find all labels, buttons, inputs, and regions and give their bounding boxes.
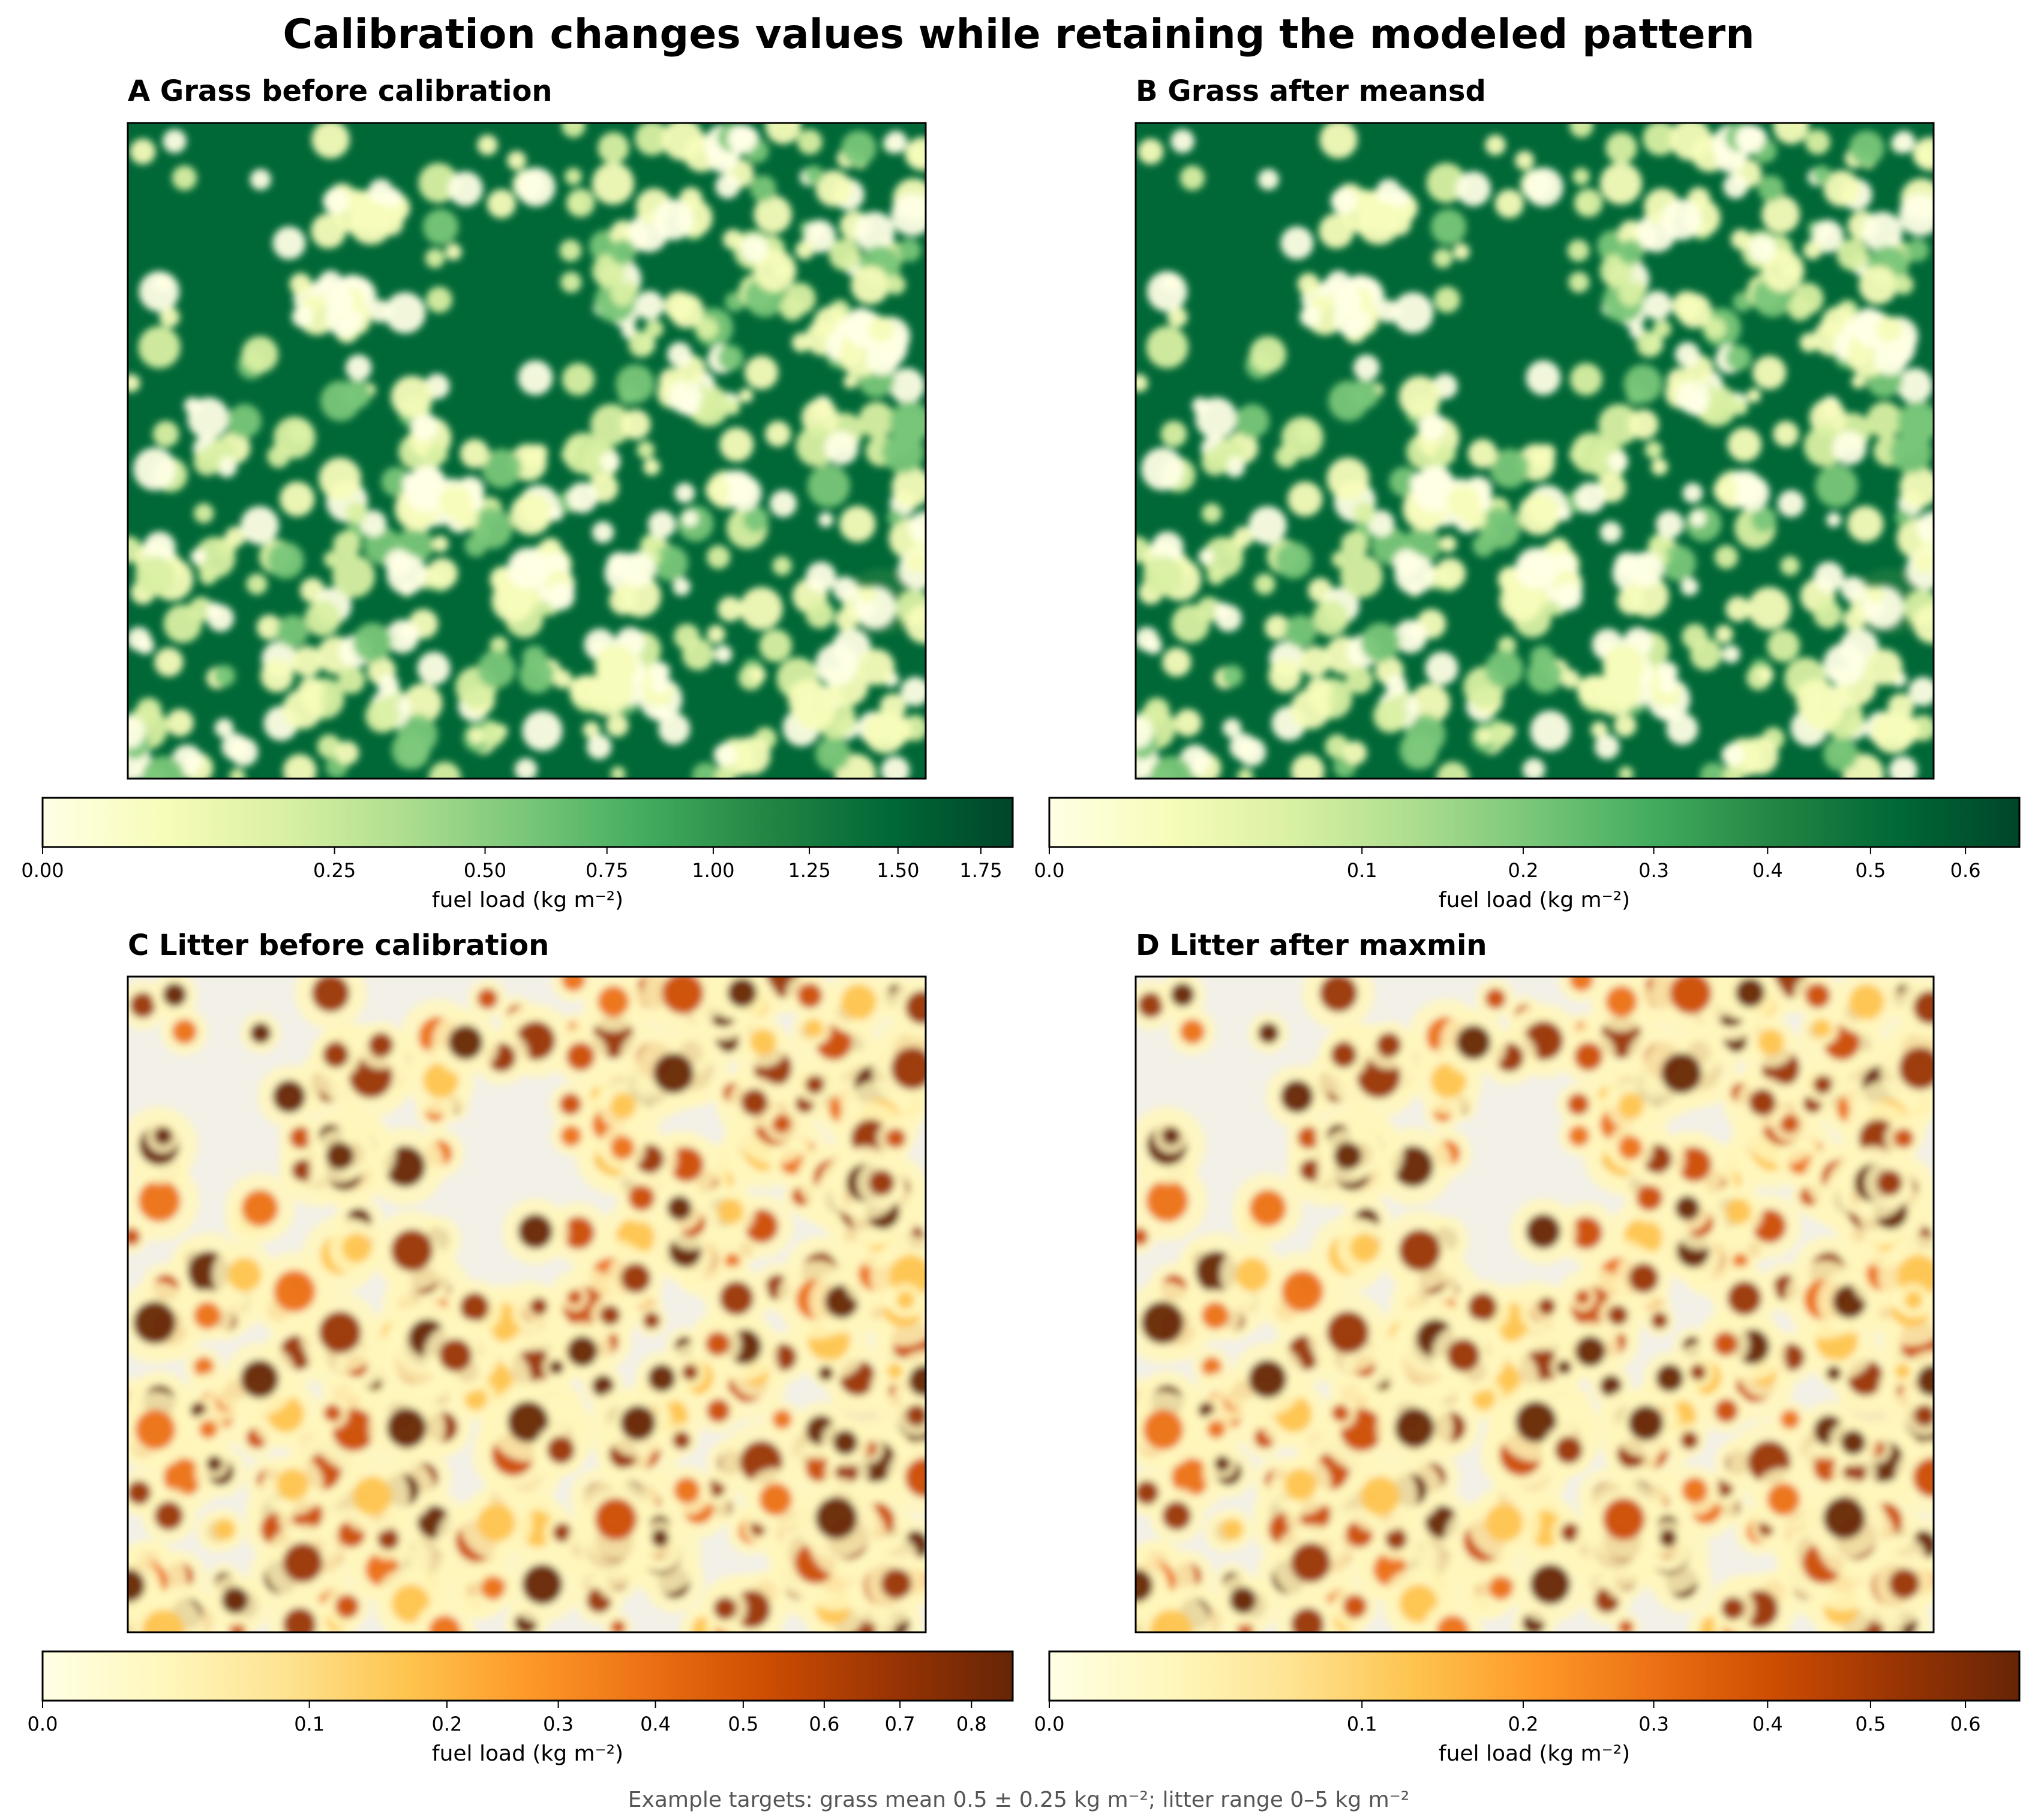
colorbar-tick-label: 0.2 [1508,1713,1539,1735]
colorbar-gradient [41,797,1014,848]
panel-title: C Litter before calibration [128,929,549,962]
heatmap-frame [127,122,927,780]
colorbar: 0.0 0.1 0.2 0.3 0.4 0.5 0.6 0.7 0.8 fuel load (kg… [28,1650,1014,1766]
heatmap-frame [1134,975,1935,1633]
colorbar-tick-label: 0.0 [1034,1713,1065,1735]
colorbar-gradient [41,1650,1014,1702]
colorbar-tick-label: 0.4 [640,1713,671,1735]
colorbar-tick-label: 0.0 [1034,859,1065,882]
colorbar-tick-label: 0.6 [809,1713,839,1735]
colorbar-tick-label: 0.6 [1950,1713,1981,1735]
colorbar-tick-label: 0.1 [294,1713,325,1735]
colorbar-label: fuel load (kg m⁻²) [1439,888,1630,912]
footnote: Example targets: grass mean 0.5 ± 0.25 k… [628,1788,1409,1812]
panel-title: B Grass after meansd [1136,74,1486,108]
colorbar-tick-label: 0.75 [586,859,628,882]
colorbar-tick-label: 0.1 [1347,859,1377,882]
heatmap-frame [127,975,927,1633]
colorbar-tick-label: 0.8 [956,1713,987,1735]
colorbar-tick-label: 0.4 [1752,1713,1783,1735]
heatmap [128,123,926,779]
colorbar-tick-label: 1.25 [788,859,830,882]
colorbar-tick-label: 0.25 [313,859,356,882]
panel-title: D Litter after maxmin [1136,929,1487,962]
colorbar-tick-label: 0.4 [1752,859,1783,882]
heatmap [1136,123,1934,779]
colorbar: 0.0 0.1 0.2 0.3 0.4 0.5 0.6 fuel load (kg m⁻²) [1034,797,2021,912]
colorbar-label: fuel load (kg m⁻²) [1439,1741,1630,1766]
colorbar-tick-label: 0.3 [1638,1713,1669,1735]
colorbar-tick-label: 1.75 [959,859,1002,882]
colorbar-tick-label: 0.2 [432,1713,463,1735]
colorbar-tick-label: 0.5 [728,1713,758,1735]
heatmap-frame [1134,122,1935,780]
heatmap [1136,977,1934,1632]
colorbar-tick-label: 0.50 [464,859,506,882]
colorbar-tick-label: 0.5 [1855,859,1886,882]
colorbar-tick-label: 0.0 [28,1713,58,1735]
colorbar: 0.00 0.25 0.50 0.75 1.00 1.25 1.50 1.75 fuel loa… [21,797,1014,912]
colorbar-tick-label: 0.5 [1855,1713,1886,1735]
colorbar-tick-label: 0.3 [1638,859,1669,882]
colorbar-gradient [1048,797,2021,848]
colorbar-label: fuel load (kg m⁻²) [432,888,623,912]
colorbar: 0.0 0.1 0.2 0.3 0.4 0.5 0.6 fuel load (kg m⁻²) [1034,1650,2021,1766]
colorbar-tick-label: 0.1 [1347,1713,1377,1735]
colorbar-tick-label: 0.2 [1508,859,1539,882]
colorbar-tick-label: 0.6 [1950,859,1981,882]
heatmap [128,977,926,1632]
panel-title: A Grass before calibration [128,74,553,108]
colorbar-tick-label: 1.50 [877,859,919,882]
colorbar-tick-label: 0.7 [885,1713,916,1735]
figure-title: Calibration changes values while retaini… [283,11,1754,58]
colorbar-label: fuel load (kg m⁻²) [432,1741,623,1766]
colorbar-gradient [1048,1650,2021,1702]
colorbar-tick-label: 0.00 [21,859,64,882]
colorbar-tick-label: 0.3 [543,1713,574,1735]
colorbar-tick-label: 1.00 [692,859,734,882]
